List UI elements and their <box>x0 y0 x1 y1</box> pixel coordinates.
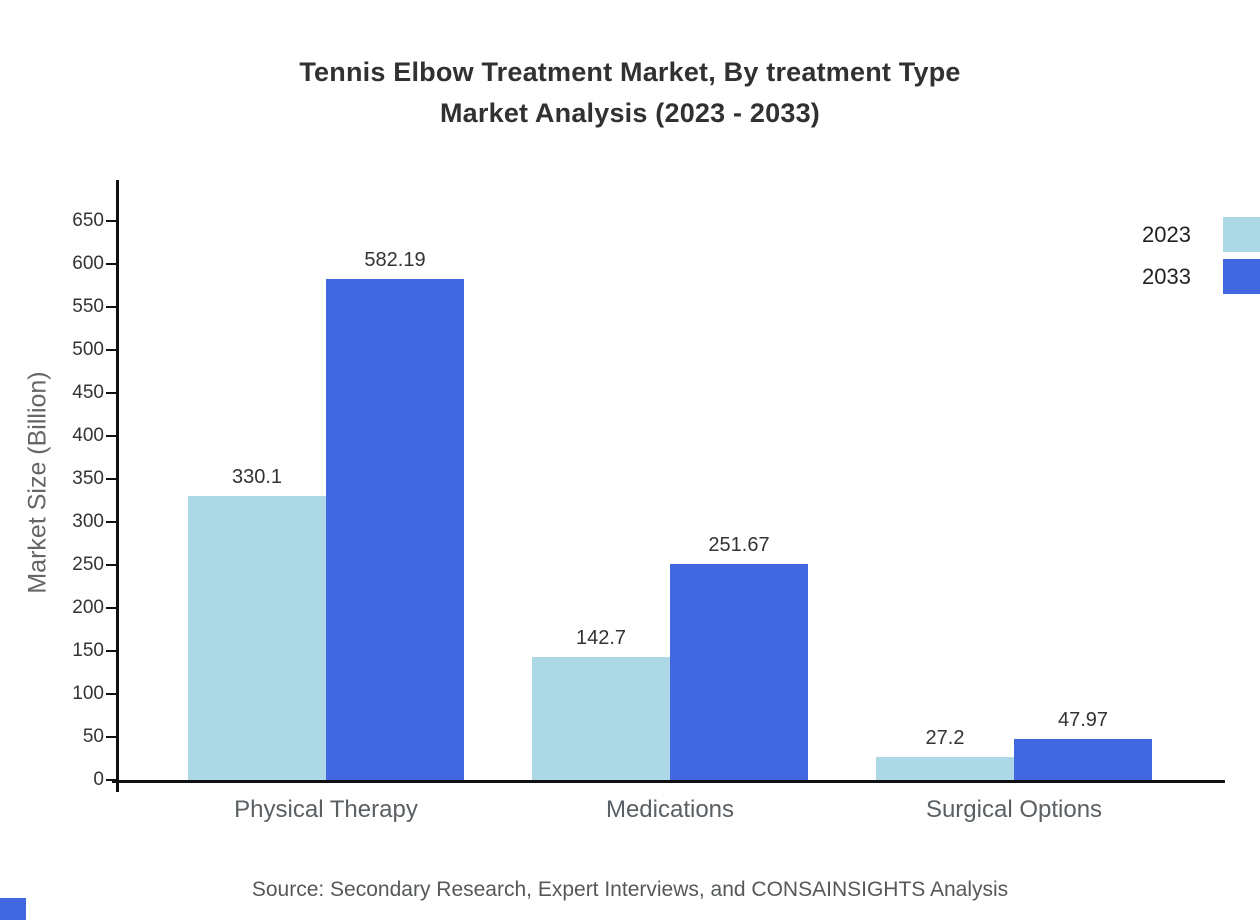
y-tick-label: 150 <box>72 640 104 661</box>
bar-2023-physical-therapy <box>188 496 326 780</box>
bar-2033-medications <box>670 563 808 780</box>
y-tick-label: 200 <box>72 597 104 618</box>
bar-value-label: 27.2 <box>925 726 965 749</box>
bar-value-label: 330.1 <box>231 466 283 489</box>
y-tick-label: 450 <box>72 382 104 403</box>
x-axis-category-label: Surgical Options <box>925 796 1103 823</box>
y-tick-label: 300 <box>72 511 104 532</box>
y-tick-mark <box>106 263 116 265</box>
x-axis-line <box>112 780 1225 783</box>
y-tick-mark <box>106 392 116 394</box>
y-tick-mark <box>106 650 116 652</box>
chart-title-line1: Tennis Elbow Treatment Market, By treatm… <box>299 57 961 87</box>
legend-item-2023: 2023 <box>1142 216 1260 253</box>
chart-legend: 2023 2033 <box>1142 216 1260 295</box>
bar-value-label: 142.7 <box>575 627 627 650</box>
y-tick-label: 400 <box>72 425 104 446</box>
y-tick-label: 350 <box>72 468 104 489</box>
y-tick-mark <box>106 521 116 523</box>
y-tick-label: 100 <box>72 683 104 704</box>
bar-value-label: 47.97 <box>1057 708 1109 731</box>
chart-title: Tennis Elbow Treatment Market, By treatm… <box>0 52 1260 134</box>
bar-2023-surgical-options <box>876 756 1014 780</box>
y-tick-label: 650 <box>72 210 104 231</box>
y-axis-line <box>116 180 119 792</box>
corner-watermark <box>0 898 26 920</box>
bar-2023-medications <box>532 657 670 780</box>
y-tick-label: 600 <box>72 253 104 274</box>
y-tick-mark <box>106 564 116 566</box>
y-tick-label: 0 <box>93 769 104 790</box>
y-tick-mark <box>106 607 116 609</box>
bar-value-label: 251.67 <box>708 533 770 556</box>
y-tick-mark <box>106 220 116 222</box>
y-tick-mark <box>106 306 116 308</box>
bar-2033-surgical-options <box>1014 738 1152 780</box>
source-note: Source: Secondary Research, Expert Inter… <box>251 878 1009 901</box>
bar-value-label: 582.19 <box>364 249 426 272</box>
chart-title-line2: Market Analysis (2023 - 2033) <box>439 98 820 128</box>
y-tick-mark <box>106 478 116 480</box>
legend-label: 2033 <box>1142 263 1191 289</box>
y-tick-mark <box>106 693 116 695</box>
y-tick-label: 50 <box>82 726 104 747</box>
y-tick-label: 550 <box>72 296 104 317</box>
y-tick-mark <box>106 349 116 351</box>
y-tick-label: 250 <box>72 554 104 575</box>
legend-item-2033: 2033 <box>1142 258 1260 295</box>
x-axis-category-label: Medications <box>605 796 735 823</box>
bar-2033-physical-therapy <box>326 279 464 780</box>
legend-swatch <box>1223 217 1260 252</box>
x-axis-category-label: Physical Therapy <box>234 796 418 823</box>
y-tick-mark <box>106 736 116 738</box>
y-tick-mark <box>106 779 116 781</box>
legend-label: 2023 <box>1142 221 1191 247</box>
y-tick-mark <box>106 435 116 437</box>
y-tick-label: 500 <box>72 339 104 360</box>
legend-swatch <box>1223 259 1260 294</box>
